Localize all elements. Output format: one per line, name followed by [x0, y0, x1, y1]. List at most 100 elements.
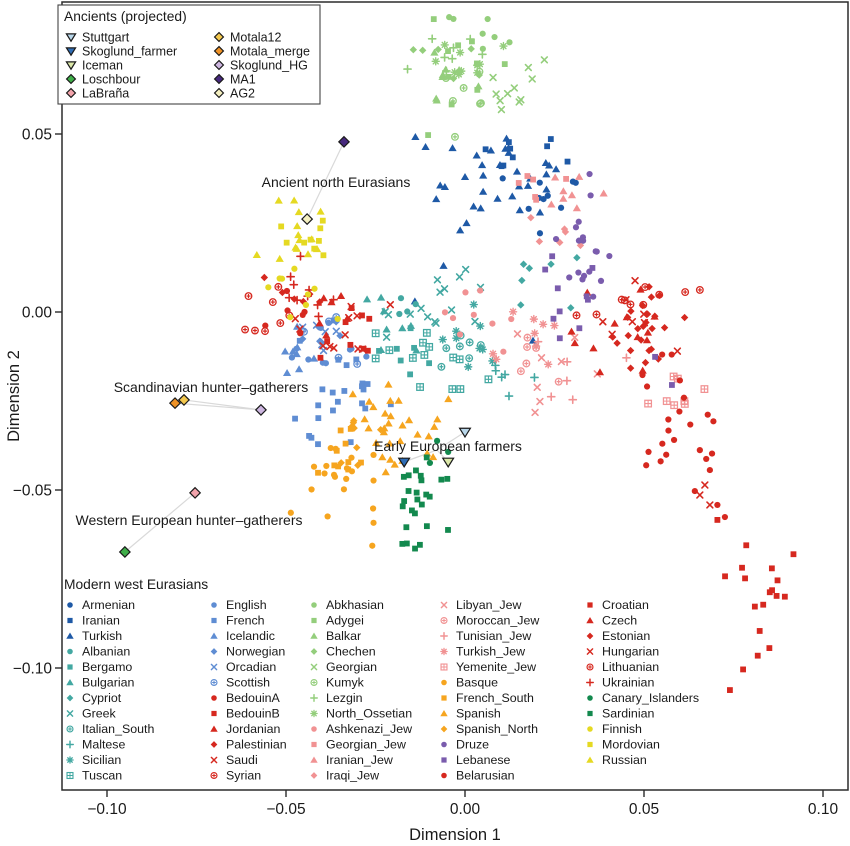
x-tick-label: 0.05 [629, 801, 659, 818]
legend-item-Abkhasian: Abkhasian [311, 598, 384, 612]
series-Finnish [265, 265, 341, 323]
legend-item-label: Greek [82, 707, 117, 721]
legend-item-Chechen: Chechen [310, 645, 376, 659]
legend-item-Icelandic: Icelandic [210, 629, 275, 643]
legend-item-label: Jordanian [226, 722, 281, 736]
legend-item-label: Hungarian [602, 645, 659, 659]
legend-item-label: Stuttgart [82, 31, 130, 45]
legend-item-label: Turkish [82, 629, 122, 643]
legend-item-Kumyk: Kumyk [310, 676, 365, 690]
legend-item-Norwegian: Norwegian [210, 645, 285, 659]
legend-item-Maltese: Maltese [66, 738, 125, 752]
y-tick-label: 0.00 [22, 305, 53, 322]
legend-item-label: Syrian [226, 769, 261, 783]
x-axis: −0.10 −0.05 0.00 0.05 0.10 Dimension 1 [87, 790, 838, 844]
legend-item-Balkar: Balkar [310, 629, 361, 643]
legend-item-label: Chechen [326, 645, 376, 659]
legend-item-Palestinian: Palestinian [210, 738, 287, 752]
series-Russian [252, 196, 325, 262]
legend-item-Armenian: Armenian [67, 598, 135, 612]
annotation-label: Ancient north Eurasians [262, 174, 411, 190]
legend-item-BedouinB: BedouinB [211, 707, 280, 721]
series-Canary_Islanders [426, 437, 452, 467]
legend-item-English: English [211, 598, 267, 612]
series-Spanish [348, 380, 453, 476]
legend-item-label: Bergamo [82, 660, 132, 674]
legend-item-label: Ashkenazi_Jew [326, 722, 412, 736]
legend-item-label: Croatian [602, 598, 649, 612]
legend-item-Spanish_North: Spanish_North [440, 722, 538, 736]
legend-item-label: Finnish [602, 722, 642, 736]
legend-item-Adygei: Adygei [311, 614, 364, 628]
legend-item-label: Adygei [326, 614, 364, 628]
legend-item-Motala12: Motala12 [213, 31, 281, 45]
ancient-Stuttgart [458, 427, 472, 439]
series-Lezgin [403, 34, 487, 76]
series-Bulgarian [362, 293, 421, 354]
ancient-Loschbour [118, 545, 131, 558]
legend-item-label: North_Ossetian [326, 707, 412, 721]
series-Moroccan_Jew [516, 333, 563, 386]
legend-item-Russian: Russian [586, 753, 647, 767]
legend-item-Georgian_Jew: Georgian_Jew [311, 738, 406, 752]
legend-ancients-title: Ancients (projected) [64, 9, 187, 24]
legend-item-label: Skoglund_HG [230, 59, 308, 73]
legend-item-Iranian: Iranian [67, 614, 120, 628]
series-Syrian [572, 283, 704, 320]
series-Tuscan [371, 328, 493, 393]
legend-item-label: Abkhasian [326, 598, 384, 612]
legend-item-label: Icelandic [226, 629, 275, 643]
legend-item-French_South: French_South [441, 691, 534, 705]
legend-item-label: Lebanese [456, 753, 511, 767]
x-tick-label: −0.05 [266, 801, 305, 818]
series-Iranian_Jew [547, 172, 608, 212]
legend-item-Motala_merge: Motala_merge [213, 45, 310, 59]
legend-item-Druze: Druze [441, 738, 489, 752]
legend-item-Canary_Islanders: Canary_Islanders [587, 691, 699, 705]
legend-item-Mordovian: Mordovian [587, 738, 660, 752]
series-Maltese [490, 360, 539, 401]
legend-item-BedouinA: BedouinA [211, 691, 280, 705]
series-Druze [552, 170, 613, 300]
annotation-label: Early European farmers [374, 438, 522, 454]
legend-item-label: Moroccan_Jew [456, 614, 539, 628]
y-tick-label: −0.10 [13, 661, 53, 678]
legend-item-label: Sardinian [602, 707, 654, 721]
plot-area [61, 1, 849, 791]
legend-item-Turkish_Jew: Turkish_Jew [440, 645, 525, 659]
series-Libyan_Jew [513, 330, 601, 417]
legend-item-AG2: AG2 [213, 87, 255, 101]
legend-item-label: Lezgin [326, 691, 363, 705]
series-BedouinB [714, 517, 797, 693]
legend-item-label: Lithuanian [602, 660, 659, 674]
legend-item-label: Balkar [326, 629, 361, 643]
legend-item-Belarusian: Belarusian [441, 769, 515, 783]
ancient-samples [118, 135, 472, 558]
annotation-label: Western European hunter–gatherers [76, 512, 303, 528]
y-tick-label: −0.05 [13, 483, 52, 500]
legend-item-Libyan_Jew: Libyan_Jew [440, 598, 521, 612]
legend-item-label: English [226, 598, 267, 612]
series-Ukrainian [284, 251, 338, 321]
legend-item-label: Iranian_Jew [326, 753, 393, 767]
series-Turkish_Jew [488, 307, 559, 369]
legend-item-Sardinian: Sardinian [587, 707, 654, 721]
legend-modern-title: Modern west Eurasians [64, 577, 208, 592]
x-tick-label: −0.10 [87, 801, 127, 818]
legend-item-label: Kumyk [326, 676, 365, 690]
legend-item-label: Loschbour [82, 73, 140, 87]
x-tick-label: 0.00 [450, 801, 481, 818]
legend-item-label: Georgian [326, 660, 377, 674]
legend-item-Orcadian: Orcadian [210, 660, 276, 674]
series-Belarusian [262, 287, 308, 337]
x-tick-label: 0.10 [808, 801, 839, 818]
legend-item-Iraqi_Jew: Iraqi_Jew [310, 769, 379, 783]
series-Georgian_Jew [515, 173, 569, 203]
series-Greek [381, 265, 485, 341]
legend-item-label: Bulgarian [82, 676, 134, 690]
legend-item-label: MA1 [230, 73, 256, 87]
series-Ashkenazi_Jew [441, 287, 515, 355]
legend-item-label: Armenian [82, 598, 135, 612]
series-Hungarian [291, 300, 394, 353]
legend-item-label: Norwegian [226, 645, 285, 659]
